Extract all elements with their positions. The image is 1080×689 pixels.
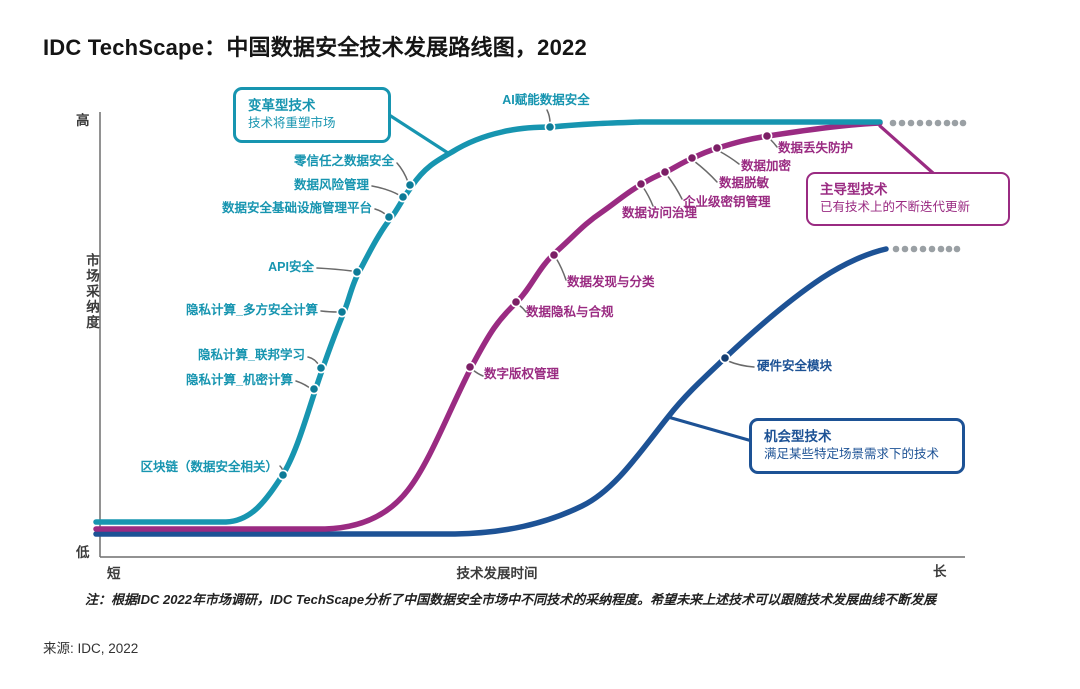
tech-point <box>336 306 348 318</box>
tech-point <box>711 142 723 154</box>
tech-point <box>404 179 416 191</box>
tech-point <box>635 178 647 190</box>
legend-box-connectors <box>381 109 935 443</box>
y-axis-bottom-label: 低 <box>76 545 90 560</box>
tech-points-dominant <box>464 130 773 373</box>
tech-points-opportunistic <box>719 352 731 364</box>
tech-label-data-risk-management: 数据风险管理 <box>293 178 369 192</box>
tech-label-hardware-security-module: 硬件安全模块 <box>757 359 833 373</box>
x-axis-title: 技术发展时间 <box>456 566 538 581</box>
tech-label-zero-trust-data-security: 零信任之数据安全 <box>293 154 394 168</box>
legend-title: 变革型技术 <box>248 98 316 113</box>
tech-point <box>719 352 731 364</box>
tech-point <box>510 296 522 308</box>
tech-label-private-compute-confidential: 隐私计算_机密计算 <box>186 373 293 387</box>
legend-subtitle: 满足某些特定场景需求下的技术 <box>764 447 940 462</box>
legend-title: 主导型技术 <box>820 182 888 197</box>
x-axis-right-label: 长 <box>933 564 947 579</box>
y-axis-top-label: 高 <box>76 113 90 128</box>
legend-box-opportunistic: 机会型技术 满足某些特定场景需求下的技术 <box>749 418 965 475</box>
tech-label-digital-rights-management: 数字版权管理 <box>484 367 560 381</box>
footnote: 注：根据IDC 2022年市场调研，IDC TechScape分析了中国数据安全… <box>85 592 937 607</box>
legend-title: 机会型技术 <box>764 429 832 444</box>
tech-label-data-discovery-classification: 数据发现与分类 <box>567 275 655 289</box>
tech-point <box>308 383 320 395</box>
legend-box-dominant: 主导型技术 已有技术上的不断迭代更新 <box>806 172 1010 227</box>
tech-point <box>383 211 395 223</box>
tech-point <box>544 121 556 133</box>
dotted-continuation-top <box>889 119 967 127</box>
tech-point <box>277 469 289 481</box>
tech-label-data-privacy-compliance: 数据隐私与合规 <box>526 305 614 319</box>
axes <box>99 112 965 558</box>
dotted-continuation-navy <box>892 245 961 253</box>
connector-opportunistic-box <box>666 415 754 443</box>
tech-label-private-compute-federated-learning: 隐私计算_联邦学习 <box>198 348 305 362</box>
tech-point <box>761 130 773 142</box>
tech-points-transformational <box>277 121 556 481</box>
legend-box-transformational: 变革型技术 技术将重塑市场 <box>233 87 391 144</box>
tech-point <box>548 249 560 261</box>
tech-label-data-security-infrastructure-platform: 数据安全基础设施管理平台 <box>221 201 372 215</box>
tech-point <box>464 361 476 373</box>
tech-label-ai-enabled-data-security: AI赋能数据安全 <box>502 93 590 107</box>
tech-point <box>397 191 409 203</box>
tech-label-enterprise-key-management: 企业级密钥管理 <box>683 195 771 209</box>
tech-point <box>659 166 671 178</box>
tech-label-data-loss-prevention: 数据丢失防护 <box>778 141 854 155</box>
tech-label-data-encryption: 数据加密 <box>741 159 792 173</box>
x-axis-left-label: 短 <box>107 566 121 581</box>
legend-subtitle: 技术将重塑市场 <box>248 116 336 131</box>
connector-transformational-box <box>381 109 450 155</box>
curve-dominant <box>93 120 883 532</box>
source-attribution: 来源: IDC, 2022 <box>43 641 139 656</box>
page-title: IDC TechScape：中国数据安全技术发展路线图，2022 <box>43 35 587 60</box>
y-axis-title: 市场采纳度 <box>84 253 99 331</box>
curve-opportunistic <box>93 246 889 537</box>
tech-point <box>686 152 698 164</box>
tech-label-data-masking: 数据脱敏 <box>719 176 770 190</box>
connector-dominant-box <box>878 124 935 175</box>
tech-label-api-security: API安全 <box>268 260 314 274</box>
tech-point <box>351 266 363 278</box>
legend-subtitle: 已有技术上的不断迭代更新 <box>820 200 971 215</box>
tech-label-private-compute-mpc: 隐私计算_多方安全计算 <box>186 303 318 317</box>
tech-label-blockchain-data-security: 区块链（数据安全相关） <box>140 460 278 474</box>
tech-label-data-access-governance: 数据访问治理 <box>622 206 698 220</box>
tech-point <box>315 362 327 374</box>
